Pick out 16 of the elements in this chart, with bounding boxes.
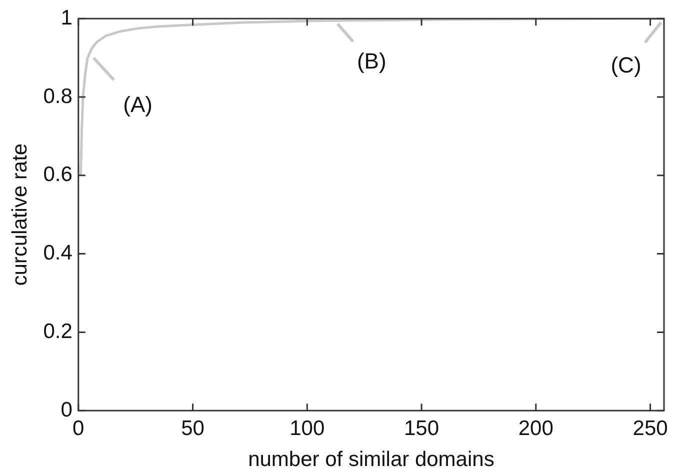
annotation: (A) bbox=[123, 92, 152, 117]
x-tick-label: 150 bbox=[404, 416, 440, 440]
y-tick-label: 0.8 bbox=[43, 84, 72, 108]
x-tick-label: 200 bbox=[518, 416, 554, 440]
y-tick-label: 0.4 bbox=[43, 242, 73, 265]
y-axis-title: curculative rate bbox=[8, 143, 32, 286]
y-tick-label: 0.2 bbox=[43, 320, 72, 343]
x-tick-label: 50 bbox=[181, 416, 204, 440]
y-tick-label: 1 bbox=[60, 6, 72, 30]
annotation: (C) bbox=[610, 52, 642, 78]
x-tick-label: 250 bbox=[632, 416, 668, 440]
y-tick-label: 0.6 bbox=[43, 163, 72, 186]
y-tick-label: 0 bbox=[60, 398, 72, 422]
x-axis-title: number of similar domains bbox=[248, 448, 494, 472]
annotation: (B) bbox=[356, 48, 386, 74]
x-tick-label: 100 bbox=[290, 416, 325, 440]
